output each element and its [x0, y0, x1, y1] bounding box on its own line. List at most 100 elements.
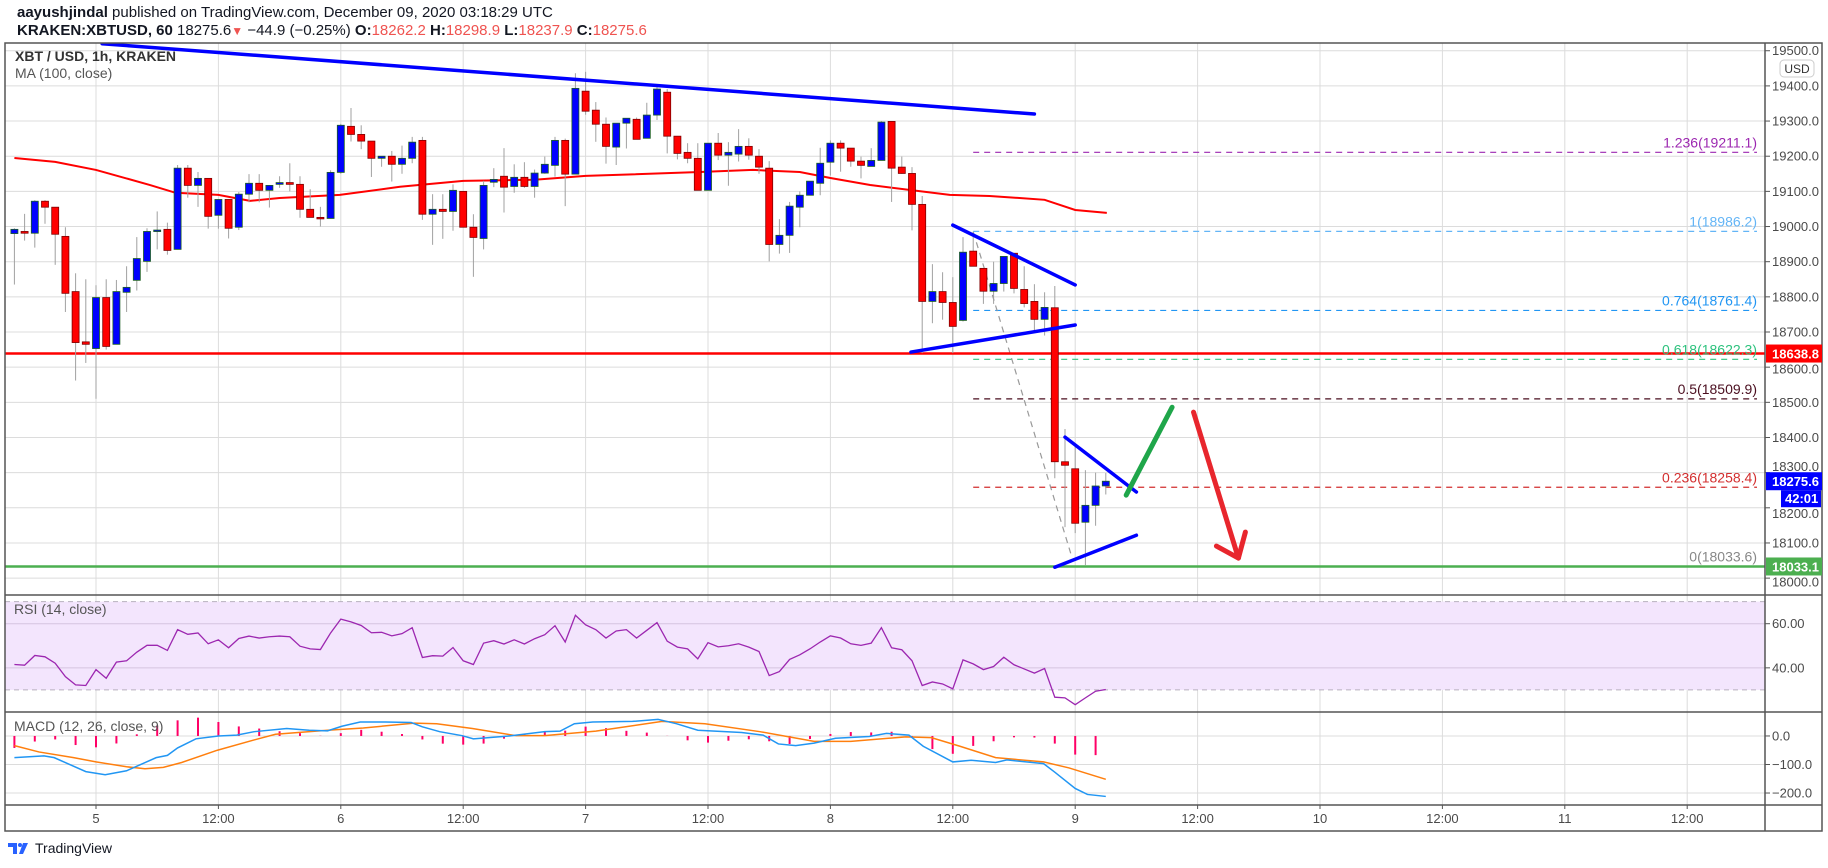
resistance-trendline[interactable]: [100, 43, 1037, 116]
rsi-axis-label: 60.00: [1772, 616, 1805, 631]
price-axis-label: 18800.0: [1772, 289, 1819, 304]
candle-down: [20, 231, 29, 234]
candle-down: [673, 135, 682, 154]
candle-up: [1091, 485, 1100, 506]
countdown-tag: [1781, 490, 1821, 508]
price-axis-label: 18300.0: [1772, 459, 1819, 474]
bar-countdown: 42:01: [1785, 491, 1818, 506]
candle-up: [234, 193, 243, 228]
candle-down: [857, 160, 865, 166]
fib-label: 0(18033.6): [1689, 548, 1757, 564]
candle-up: [510, 176, 519, 187]
low-label: L:: [504, 22, 519, 39]
candle-up: [622, 117, 631, 124]
candle-down: [102, 297, 111, 347]
candle-down: [591, 109, 600, 125]
candle-up: [398, 157, 406, 165]
candle-down: [61, 235, 70, 294]
fib-label: 0.618(18622.3): [1662, 341, 1757, 357]
candle-up: [122, 286, 131, 293]
candle-down: [204, 177, 213, 217]
candle-down: [836, 142, 845, 149]
candle-up: [653, 88, 661, 116]
triangle-lower-2[interactable]: [1053, 533, 1139, 569]
symbol-info: KRAKEN:XBTUSD, 60 18275.6▼ −44.9 (−0.25%…: [17, 22, 647, 39]
time-axis-label: 8: [827, 811, 834, 826]
symbol-label: KRAKEN:XBTUSD, 60: [17, 22, 173, 39]
rsi-band: [5, 601, 1765, 690]
triangle-upper-1[interactable]: [951, 223, 1077, 287]
candle-up: [734, 145, 743, 155]
candle-up: [999, 256, 1008, 284]
fib-anchor-line: [972, 231, 1073, 559]
candle-up: [10, 228, 19, 234]
macd-axis-label: −100.0: [1772, 757, 1812, 772]
author-name[interactable]: aayushjindal: [17, 4, 108, 21]
candle-down: [693, 157, 702, 191]
candle-down: [520, 176, 529, 187]
candle-up: [408, 141, 417, 159]
triangle-lower-1[interactable]: [909, 323, 1077, 354]
time-axis-label: 11: [1558, 811, 1572, 826]
candle-up: [775, 234, 784, 245]
price-axis-label: 19400.0: [1772, 78, 1819, 93]
time-axis-label: 12:00: [692, 811, 725, 826]
price-axis-label: 18200.0: [1772, 506, 1819, 521]
ma-legend: MA (100, close): [15, 65, 112, 81]
time-axis-label: 9: [1072, 811, 1079, 826]
price-tag: [1766, 557, 1822, 576]
candle-up: [795, 194, 804, 208]
price-axis-label: 19500.0: [1772, 43, 1819, 58]
candle-down: [367, 140, 376, 159]
candle-down: [948, 302, 957, 327]
candle-up: [816, 162, 825, 184]
bearish-scenario-arrow[interactable]: [1191, 409, 1241, 561]
candle-up: [1081, 504, 1090, 523]
candle-down: [897, 166, 906, 174]
candle-down: [683, 151, 692, 159]
fib-label: 0.236(18258.4): [1662, 469, 1757, 485]
chart-frame: [4, 42, 1823, 832]
currency-badge[interactable]: [1779, 59, 1815, 78]
candle-down: [306, 208, 315, 218]
candle-up: [132, 258, 141, 281]
candle-up: [92, 297, 100, 349]
candle-up: [571, 87, 580, 175]
bullish-scenario-arrow[interactable]: [1123, 404, 1175, 498]
candle-down: [755, 155, 763, 168]
candle-down: [663, 91, 672, 137]
candle-up: [806, 180, 814, 196]
candle-up: [30, 200, 39, 234]
candle-up: [336, 124, 345, 173]
candle-up: [540, 163, 549, 174]
candle-down: [918, 203, 927, 302]
candle-up: [479, 184, 488, 239]
triangle-upper-2[interactable]: [1063, 435, 1139, 494]
currency-label: USD: [1784, 62, 1810, 76]
candle-up: [959, 251, 967, 321]
candle-up: [877, 121, 886, 161]
candle-up: [143, 231, 151, 262]
candle-up: [724, 151, 733, 156]
price-tag-label: 18033.1: [1772, 559, 1819, 574]
candle-up: [449, 189, 457, 212]
candle-up: [173, 167, 182, 250]
candle-up: [612, 122, 621, 148]
candle-up: [551, 139, 559, 166]
time-axis-label: 12:00: [1181, 811, 1214, 826]
candle-up: [530, 172, 539, 187]
candle-up: [275, 182, 284, 185]
candle-up: [214, 199, 223, 216]
high-label: H:: [429, 22, 446, 39]
price-axis-label: 19200.0: [1772, 149, 1819, 164]
candle-down: [714, 142, 723, 156]
tradingview-logo[interactable]: TradingView: [8, 840, 112, 856]
open-value: 18262.2: [371, 22, 426, 39]
chart-title: XBT / USD, 1h, KRAKEN: [15, 48, 176, 64]
candle-up: [1101, 480, 1110, 487]
low-value: 18237.9: [518, 22, 573, 39]
candle-down: [1050, 307, 1059, 463]
candle-down: [744, 145, 753, 156]
tradingview-logo-icon: [8, 843, 28, 854]
